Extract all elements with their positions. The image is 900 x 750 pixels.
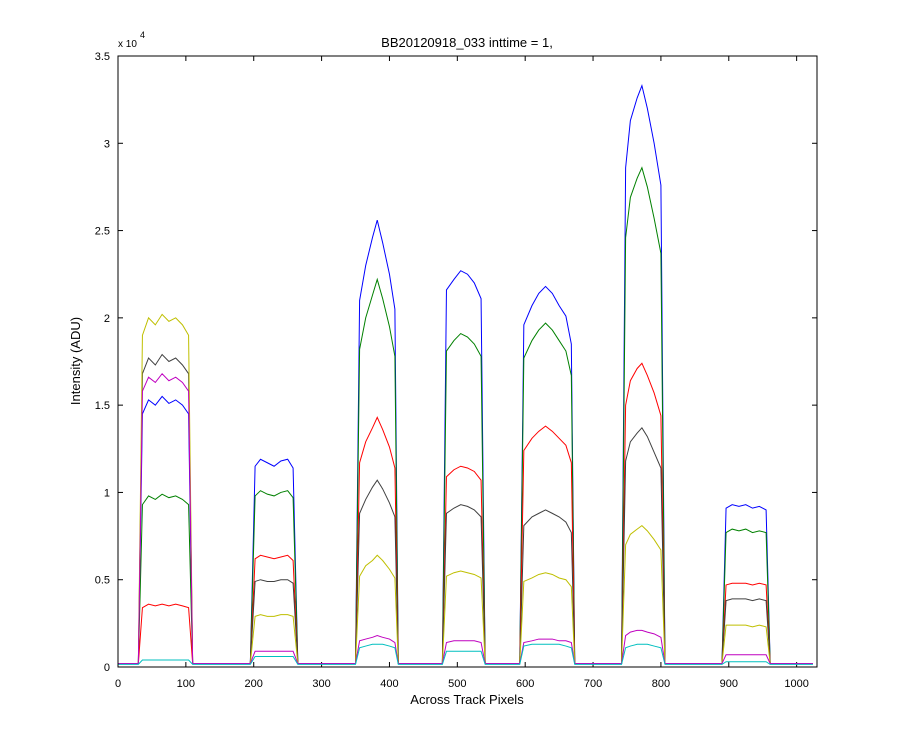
- x-tick-label: 0: [115, 678, 121, 690]
- y-tick-label: 1.5: [95, 400, 110, 412]
- y-exponent-base: x 10: [118, 39, 137, 50]
- x-tick-label: 600: [516, 678, 534, 690]
- x-tick-label: 800: [652, 678, 670, 690]
- chart-title: BB20120918_033 inttime = 1,: [381, 35, 553, 50]
- x-tick-label: 1000: [784, 678, 808, 690]
- x-tick-label: 700: [584, 678, 602, 690]
- x-axis-label: Across Track Pixels: [410, 692, 524, 707]
- y-tick-label: 0: [104, 662, 110, 674]
- x-tick-label: 900: [720, 678, 738, 690]
- x-tick-label: 400: [380, 678, 398, 690]
- y-tick-label: 3: [104, 138, 110, 150]
- plot-frame: [117, 55, 818, 668]
- y-tick-label: 0.5: [95, 575, 110, 587]
- y-tick-label: 1: [104, 487, 110, 499]
- data-line: [118, 643, 813, 665]
- x-tick-label: 300: [312, 678, 330, 690]
- y-tick-label: 2.5: [95, 226, 110, 238]
- data-line: [118, 372, 813, 665]
- y-axis-label: Intensity (ADU): [68, 317, 83, 405]
- y-exponent-power: 4: [140, 30, 145, 40]
- y-tick-label: 2: [104, 313, 110, 325]
- y-tick-label: 3.5: [95, 51, 110, 63]
- x-tick-label: 200: [245, 678, 263, 690]
- x-tick-label: 500: [448, 678, 466, 690]
- x-tick-label: 100: [177, 678, 195, 690]
